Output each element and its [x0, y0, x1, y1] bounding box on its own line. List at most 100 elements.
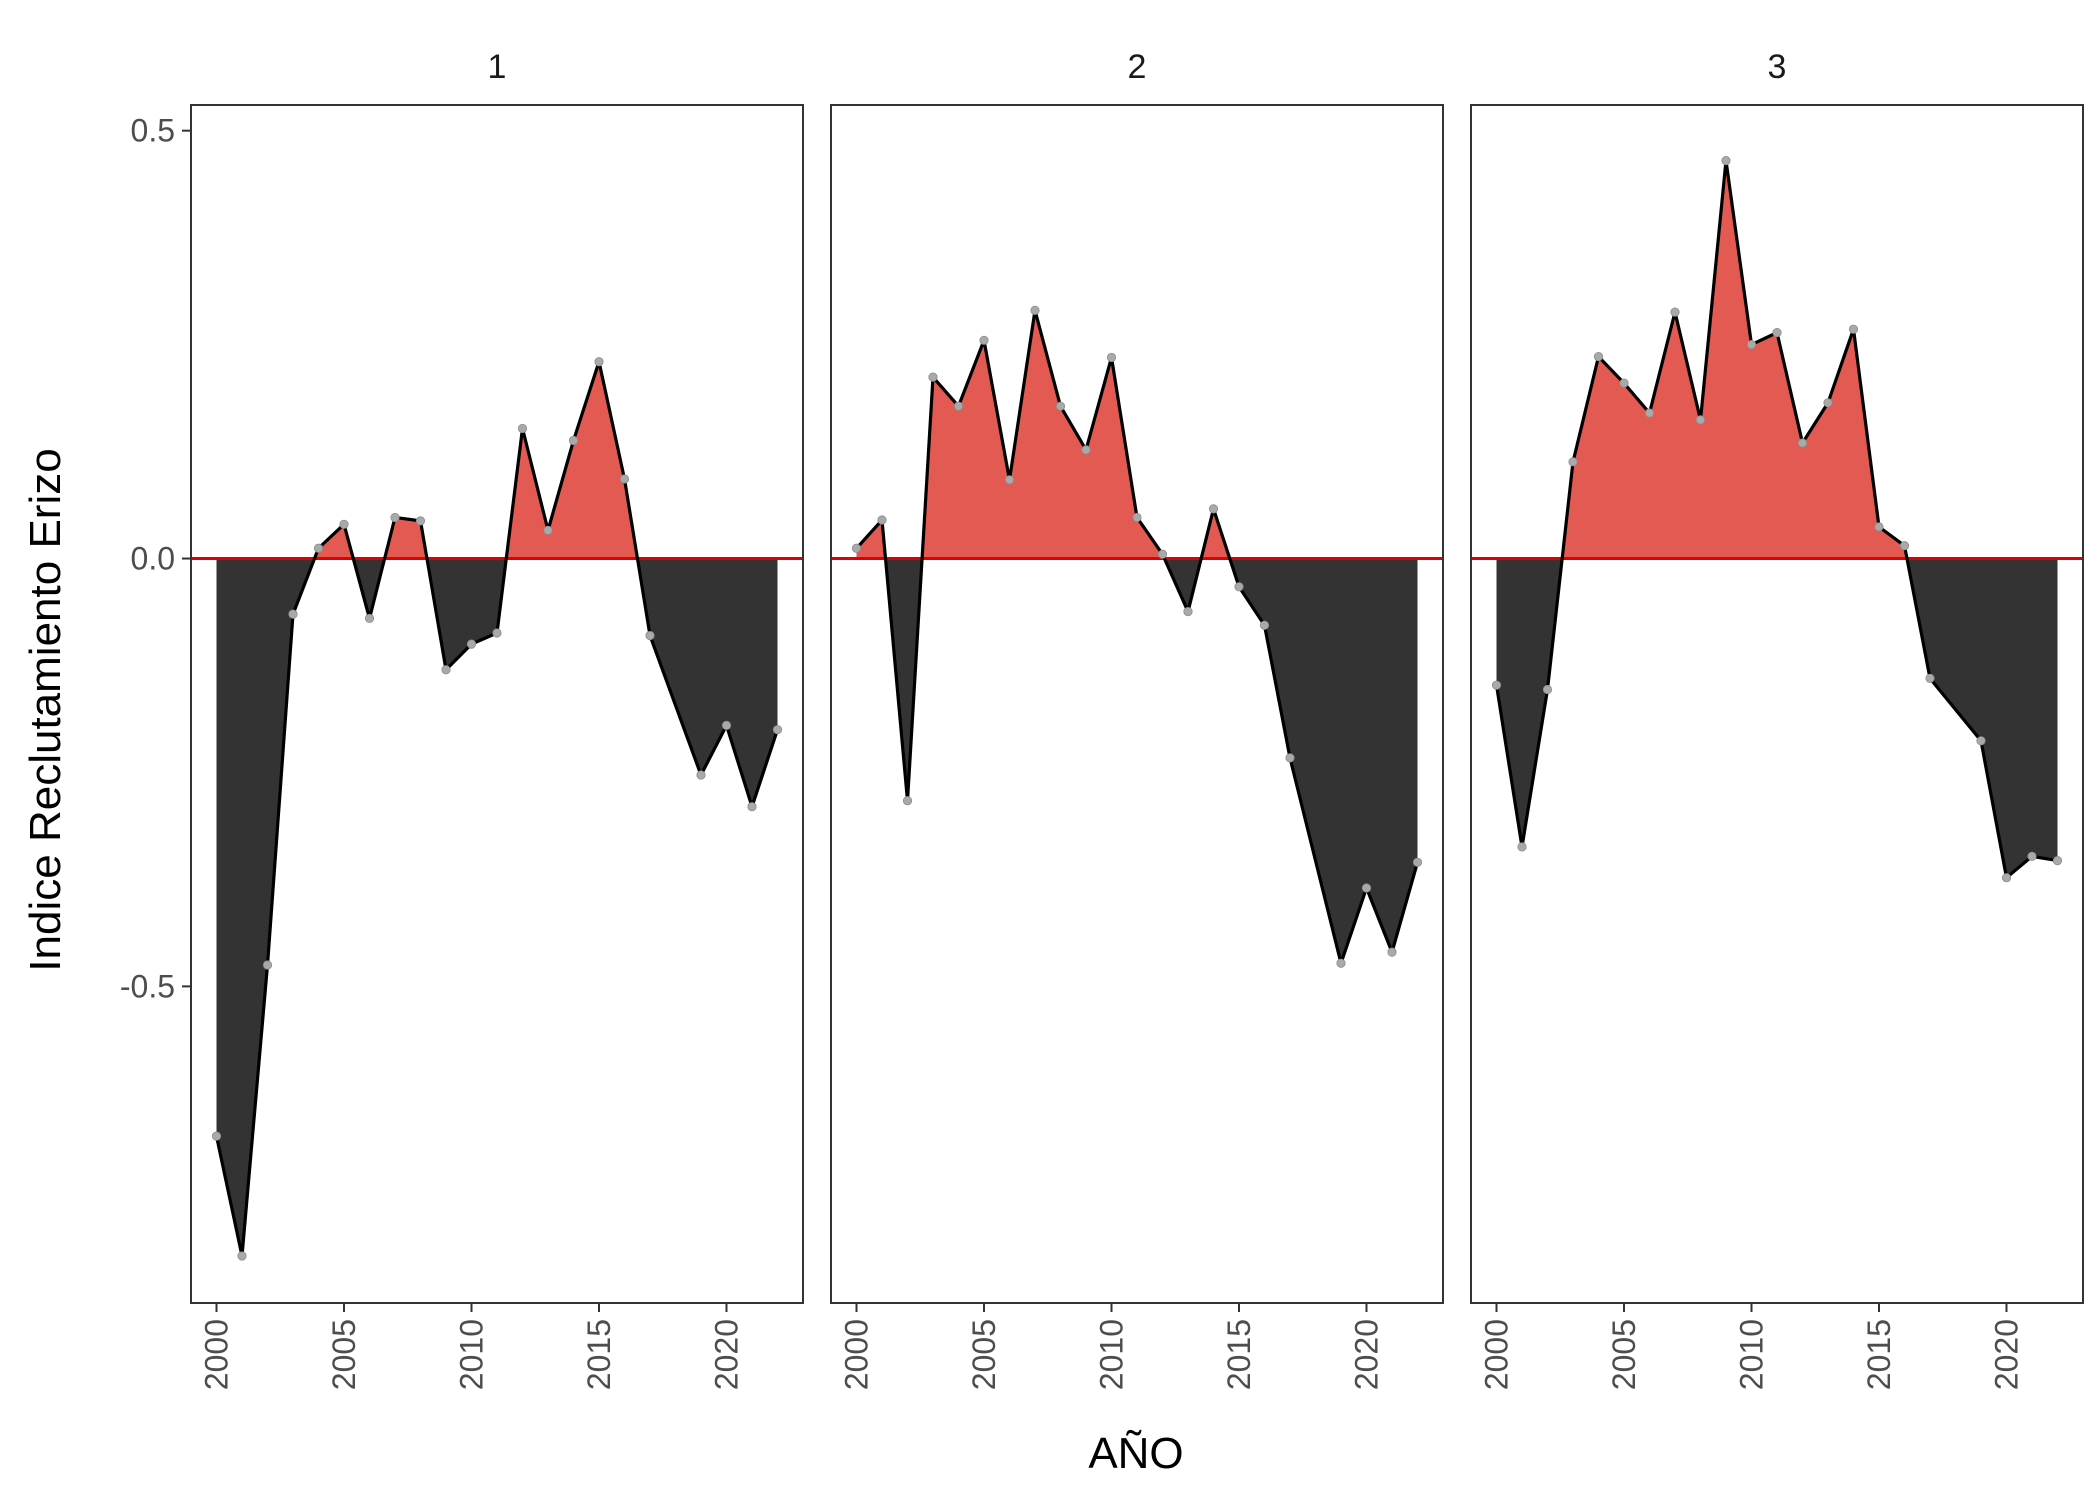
- facet-strip-label: 3: [1768, 48, 1787, 86]
- positive-area: [1751, 332, 1777, 559]
- positive-area: [1086, 357, 1112, 559]
- y-axis-title: Indice Reclutamiento Erizo: [21, 448, 70, 971]
- negative-area: [1239, 558, 1265, 626]
- positive-area: [984, 340, 1010, 559]
- positive-area: [395, 517, 421, 559]
- data-point: [1387, 947, 1397, 957]
- panel-plot-area: [1471, 156, 2083, 883]
- data-point: [492, 628, 502, 638]
- data-point: [1208, 504, 1219, 514]
- facet-strip-label: 2: [1128, 48, 1147, 86]
- series-line: [1494, 159, 2058, 880]
- x-tick-label: 2005: [966, 1319, 1002, 1390]
- negative-area: [1496, 558, 1522, 847]
- x-tick-label: 2015: [1861, 1319, 1897, 1390]
- negative-area: [1981, 558, 2007, 878]
- data-point: [1619, 378, 1629, 388]
- data-point: [1568, 457, 1578, 467]
- data-point: [1491, 680, 1502, 690]
- data-point: [1848, 324, 1859, 334]
- positive-area: [1649, 312, 1675, 559]
- x-tick-label: 2010: [1734, 1319, 1770, 1390]
- data-point: [1670, 307, 1680, 317]
- x-tick-label: 2020: [709, 1319, 745, 1390]
- panel-1: 1 2000 2005 2010 2015 2020: [190, 48, 804, 1390]
- negative-area: [701, 558, 727, 776]
- data-point: [1030, 305, 1040, 315]
- x-tick-label: 2000: [839, 1319, 875, 1390]
- data-point: [211, 1131, 222, 1141]
- data-point: [237, 1251, 247, 1261]
- data-point: [619, 474, 630, 484]
- data-point: [313, 543, 324, 553]
- y-tick-label: -0.5: [120, 968, 175, 1004]
- x-tick-label: 2020: [1989, 1319, 2025, 1390]
- positive-area: [1060, 406, 1086, 559]
- data-point: [772, 725, 783, 735]
- data-point: [262, 960, 273, 970]
- data-point: [415, 516, 426, 526]
- negative-area: [446, 558, 472, 670]
- x-tick-label: 2020: [1349, 1319, 1385, 1390]
- data-point: [1899, 541, 1910, 551]
- data-point: [877, 515, 887, 525]
- data-point: [1925, 673, 1935, 683]
- positive-area: [933, 377, 959, 559]
- panel-3: 3 2000 2005 2010 2015 2020: [1470, 48, 2084, 1390]
- facet-strip-label: 1: [488, 48, 507, 86]
- x-tick-label: 2010: [1094, 1319, 1130, 1390]
- data-point: [1336, 958, 1346, 968]
- positive-area: [1802, 402, 1828, 559]
- data-point: [1517, 842, 1527, 852]
- data-point: [1721, 156, 1731, 166]
- data-point: [1772, 328, 1782, 338]
- data-point: [1746, 339, 1757, 350]
- data-point: [543, 525, 553, 535]
- positive-area: [522, 428, 548, 559]
- negative-area: [1392, 558, 1418, 953]
- x-tick-label: 2005: [326, 1319, 362, 1390]
- data-point: [953, 401, 964, 411]
- positive-area: [318, 524, 344, 559]
- data-point: [1259, 620, 1270, 630]
- data-point: [441, 665, 451, 675]
- positive-area: [1009, 310, 1035, 559]
- series-line: [855, 308, 1420, 965]
- data-point: [364, 613, 375, 624]
- positive-area: [1624, 383, 1650, 559]
- data-point: [568, 435, 579, 446]
- data-point: [1183, 606, 1193, 617]
- data-point: [339, 519, 349, 529]
- y-tick-label: 0.0: [131, 541, 175, 577]
- data-point: [594, 357, 604, 367]
- data-point: [645, 630, 655, 641]
- negative-area: [2032, 558, 2058, 861]
- positive-area: [573, 361, 599, 559]
- positive-area: [1777, 332, 1803, 559]
- data-point: [1593, 351, 1604, 362]
- data-point: [1361, 883, 1372, 893]
- positive-area: [958, 340, 984, 559]
- x-axis-title: AÑO: [1088, 1428, 1183, 1478]
- data-point: [1695, 415, 1706, 425]
- y-tick-label: 0.5: [131, 113, 175, 149]
- negative-area: [1366, 558, 1392, 953]
- positive-area: [1879, 526, 1905, 559]
- data-point: [1004, 475, 1015, 485]
- x-tick-label: 2000: [1479, 1319, 1515, 1390]
- data-point: [2027, 851, 2037, 861]
- positive-area: [1573, 356, 1599, 559]
- data-point: [696, 770, 706, 780]
- data-point: [288, 609, 298, 619]
- x-tick-label: 2015: [581, 1319, 617, 1390]
- x-tick-label: 2005: [1606, 1319, 1642, 1390]
- positive-area: [599, 361, 625, 559]
- data-point: [1132, 512, 1142, 523]
- negative-area: [1522, 558, 1548, 847]
- data-point: [1823, 398, 1833, 408]
- negative-area: [2006, 558, 2032, 878]
- panel-border: [190, 104, 804, 1304]
- negative-area: [1341, 558, 1367, 964]
